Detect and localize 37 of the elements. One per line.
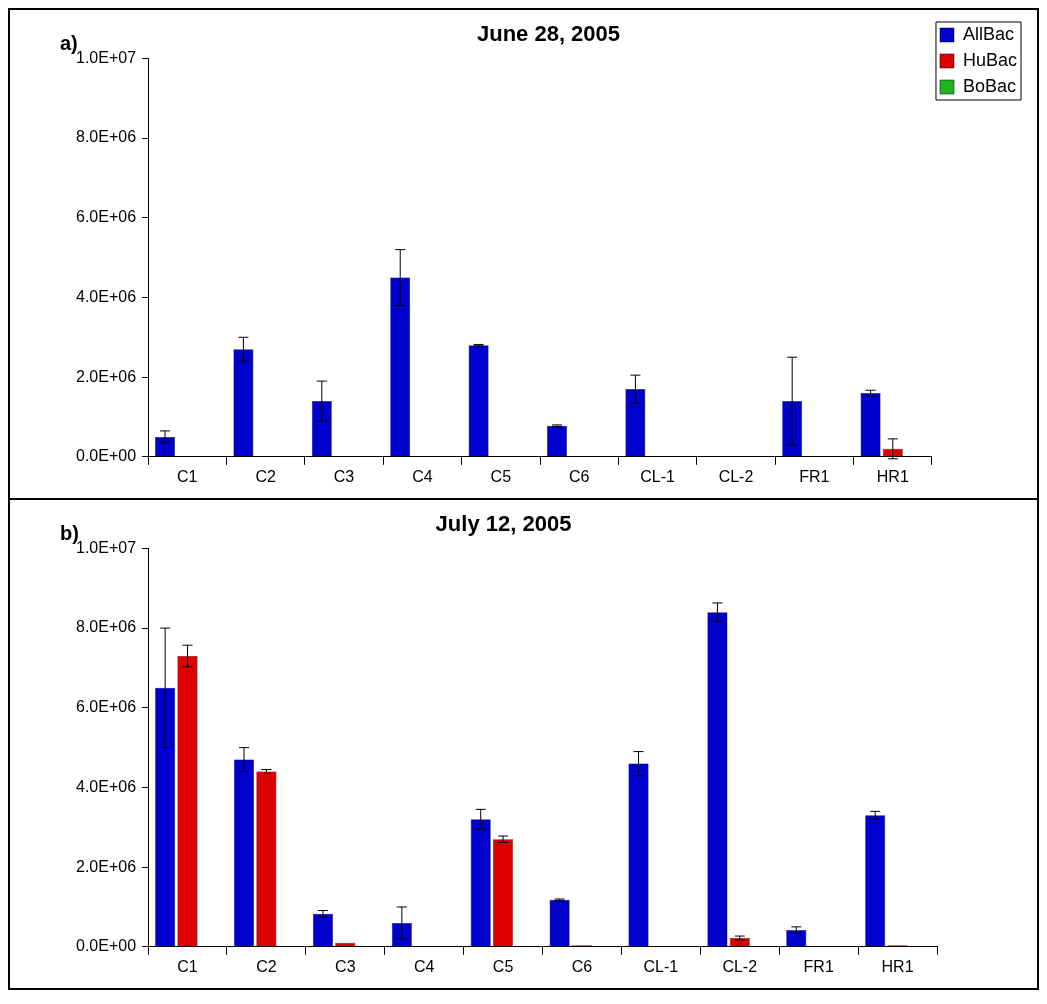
chart-title: June 28, 2005 (476, 21, 621, 47)
y-tick-label: 8.0E+06 (75, 128, 137, 146)
x-tick-label: C6 (568, 467, 590, 485)
x-tick-label: C6 (571, 957, 593, 975)
x-tick-label: C1 (177, 467, 198, 485)
x-tick-label: C4 (413, 957, 435, 975)
x-tick-label: C5 (490, 467, 512, 485)
text: a) (60, 32, 78, 54)
y-tick-label: 2.0E+06 (75, 367, 137, 385)
x-tick-label: FR1 (803, 957, 834, 975)
y-tick-label: 8.0E+06 (75, 618, 137, 636)
x-tick-label: CL-1 (643, 957, 679, 975)
x-tick-label: C3 (335, 957, 356, 975)
x-tick-label: FR1 (799, 467, 830, 485)
x-tick-label: CL-1 (640, 467, 676, 485)
x-tick-label: HR1 (881, 957, 914, 975)
y-tick-label: 0.0E+00 (75, 937, 137, 955)
y-tick-label: 6.0E+06 (75, 698, 137, 716)
y-tick-label: 0.0E+00 (75, 447, 137, 465)
y-tick-label: 4.0E+06 (75, 287, 137, 305)
x-tick-label: C5 (492, 957, 514, 975)
chart-title: July 12, 2005 (435, 511, 572, 537)
y-tick-label: 1.0E+07 (75, 48, 137, 66)
legend-label: HuBac (962, 49, 1017, 70)
y-tick-label: 6.0E+06 (75, 208, 137, 226)
x-tick-label: C2 (255, 467, 276, 485)
x-tick-label: C1 (177, 957, 198, 975)
legend-label: BoBac (962, 75, 1017, 96)
x-tick-label: CL-2 (722, 957, 758, 975)
x-tick-label: HR1 (876, 467, 909, 485)
x-tick-label: C4 (412, 467, 433, 485)
y-tick-label: 4.0E+06 (75, 777, 137, 795)
legend-label: AllBac (962, 23, 1014, 44)
x-tick-label: C3 (333, 467, 355, 485)
x-tick-label: C2 (256, 957, 277, 975)
y-tick-label: 2.0E+06 (75, 857, 137, 875)
x-tick-label: CL-2 (718, 467, 754, 485)
